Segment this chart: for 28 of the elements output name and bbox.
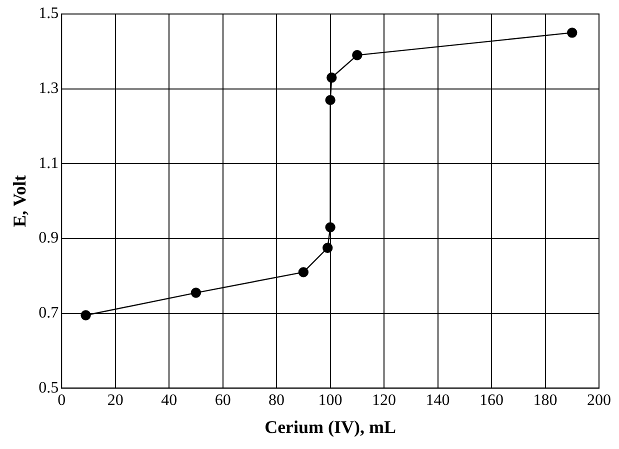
point (567, 28, 578, 38)
y-tick-label: 1.3 (38, 80, 59, 98)
y-tick-label: 0.9 (38, 230, 59, 247)
point (298, 267, 309, 278)
y-tick-label: 1.5 (38, 5, 59, 22)
x-tick-label: 140 (426, 392, 450, 410)
x-tick-label: 40 (161, 392, 178, 410)
point (352, 50, 362, 60)
x-tick-label: 60 (214, 392, 231, 410)
point (325, 222, 336, 232)
y-tick-label: 0.7 (38, 304, 59, 322)
x-tick-label: 0 (58, 392, 66, 410)
x-tick-label: 100 (318, 392, 342, 410)
point (190, 288, 202, 298)
y-tick-label: 0.5 (38, 379, 59, 396)
x-tick-label: 200 (587, 392, 611, 410)
point (322, 242, 333, 253)
y-axis-title: E, Volt (9, 175, 30, 228)
x-tick-label: 80 (268, 392, 285, 410)
point (326, 72, 337, 83)
x-tick-label: 180 (533, 392, 558, 410)
point (325, 94, 336, 106)
y-tick-label: 1.1 (38, 154, 59, 172)
point (80, 310, 91, 320)
x-tick-label: 20 (107, 392, 124, 410)
x-axis-title: Cerium (IV), mL (264, 416, 396, 437)
x-tick-label: 120 (372, 392, 396, 410)
x-tick-label: 160 (480, 392, 504, 410)
